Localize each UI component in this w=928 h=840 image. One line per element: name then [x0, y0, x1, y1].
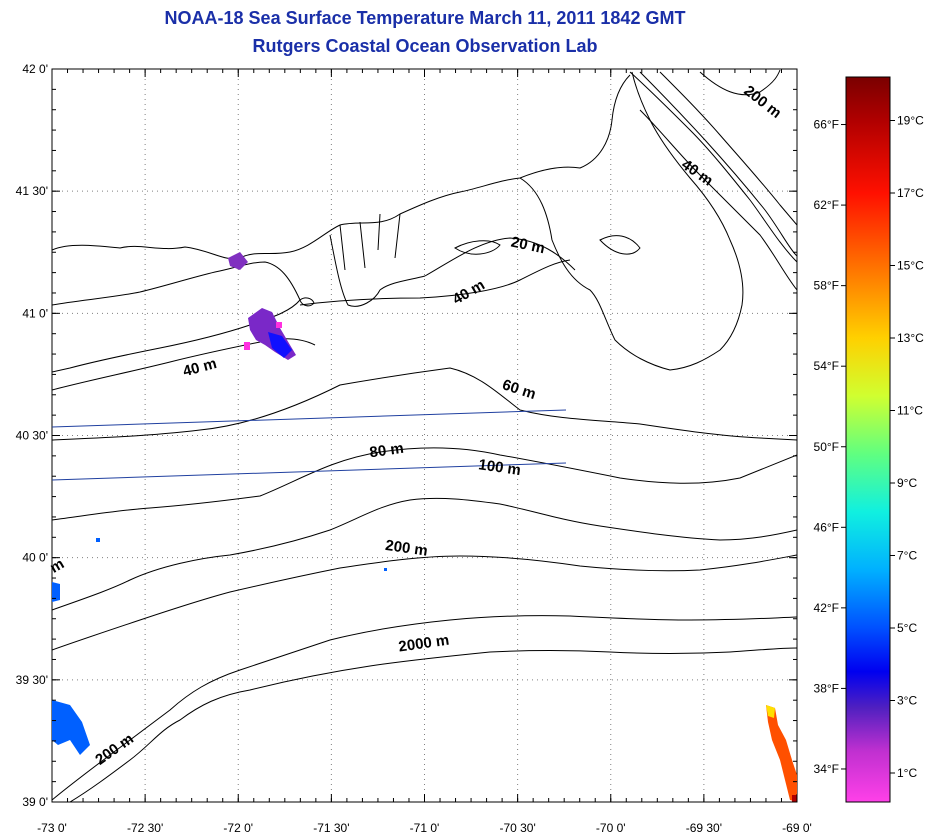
lat-tick-label: 40 30' — [16, 429, 48, 443]
lat-tick-label: 41 30' — [16, 184, 48, 198]
contour-100m — [52, 497, 797, 611]
lon-tick-label: -70 30' — [499, 821, 535, 835]
colorbar-c-label: 19°C — [897, 114, 924, 128]
contour-label: 2000 m — [398, 632, 451, 656]
lon-tick-label: -69 30' — [686, 821, 722, 835]
colorbar-f-label: 34°F — [814, 762, 839, 776]
lon-tick-label: -72 30' — [127, 821, 163, 835]
contour-40m-gom — [639, 109, 797, 291]
lon-tick-label: -71 30' — [313, 821, 349, 835]
narragansett-bay — [339, 213, 401, 271]
colorbar-f-label: 58°F — [814, 279, 839, 293]
lon-tick-label: -72 0' — [223, 821, 253, 835]
colorbar — [845, 76, 891, 803]
colorbar-c-label: 5°C — [897, 621, 917, 635]
colorbar-c-label: 3°C — [897, 694, 917, 708]
map-subtitle: Rutgers Coastal Ocean Observation Lab — [252, 36, 598, 56]
coastline-cape-cod — [519, 71, 744, 371]
contour-40m-li — [52, 338, 316, 391]
colorbar-f-label: 46°F — [814, 520, 839, 534]
colorbar-f-label: 54°F — [814, 359, 839, 373]
bathymetry-contours — [52, 69, 797, 802]
lat-tick-label: 42 0' — [22, 62, 48, 76]
transect-line-1 — [52, 409, 567, 428]
transect-line-2 — [52, 462, 567, 481]
ri-shelf — [329, 234, 426, 307]
latitude-axis: 42 0' 41 30' 41 0' 40 30' 40 0' 39 30' 39 0' — [16, 62, 797, 809]
contour-label: 20 m — [509, 234, 546, 258]
contour-20m — [424, 237, 576, 277]
contour-200m — [52, 554, 797, 651]
lat-tick-label: 39 30' — [16, 673, 48, 687]
lat-tick-label: 40 0' — [22, 551, 48, 565]
contour-200m-gom — [629, 71, 797, 263]
colorbar-celsius-labels: 19°C 17°C 15°C 13°C 11°C 9°C 7°C 5°C 3°C 1°C — [890, 114, 924, 780]
colorbar-c-label: 1°C — [897, 766, 917, 780]
colorbar-c-label: 7°C — [897, 549, 917, 563]
lon-tick-label: -69 0' — [782, 821, 812, 835]
coastline-longisland — [52, 261, 301, 373]
colorbar-f-label: 50°F — [814, 440, 839, 454]
contour-40m-ri — [299, 259, 571, 306]
colorbar-f-label: 38°F — [814, 681, 839, 695]
contour-label: 200 m — [384, 537, 428, 560]
colorbar-c-label: 15°C — [897, 259, 924, 273]
coastline-nantucket — [599, 235, 641, 255]
lon-tick-label: -70 0' — [596, 821, 626, 835]
contour-2000m — [69, 647, 797, 802]
lon-tick-label: -71 0' — [410, 821, 440, 835]
colorbar-f-label: 66°F — [814, 118, 839, 132]
colorbar-fahrenheit-labels: 66°F 62°F 58°F 54°F 50°F 46°F 42°F 38°F 34°F — [814, 118, 846, 776]
graticule — [52, 69, 797, 802]
colorbar-f-label: 62°F — [814, 198, 839, 212]
sst-pixels — [52, 252, 797, 802]
contour-label: 100 m — [477, 456, 521, 479]
lat-tick-label: 39 0' — [22, 795, 48, 809]
longitude-axis: -73 0' -72 30' -72 0' -71 30' -71 0' -70 30' -… — [37, 69, 812, 835]
map-title: NOAA-18 Sea Surface Temperature March 11… — [164, 8, 686, 28]
contour-200m-south — [52, 615, 797, 801]
lon-tick-label: -73 0' — [37, 821, 67, 835]
contour-60m — [52, 367, 797, 441]
colorbar-c-label: 13°C — [897, 331, 924, 345]
contour-80m — [52, 447, 797, 521]
colorbar-c-label: 9°C — [897, 476, 917, 490]
contour-label: 80 m — [369, 440, 405, 462]
coastline-vineyard — [454, 240, 501, 255]
colorbar-c-label: 11°C — [897, 404, 923, 418]
colorbar-c-label: 17°C — [897, 186, 924, 200]
coastline-north — [52, 74, 631, 260]
colorbar-f-label: 42°F — [814, 601, 839, 615]
map-frame — [51, 68, 798, 803]
lat-tick-label: 41 0' — [22, 306, 48, 320]
